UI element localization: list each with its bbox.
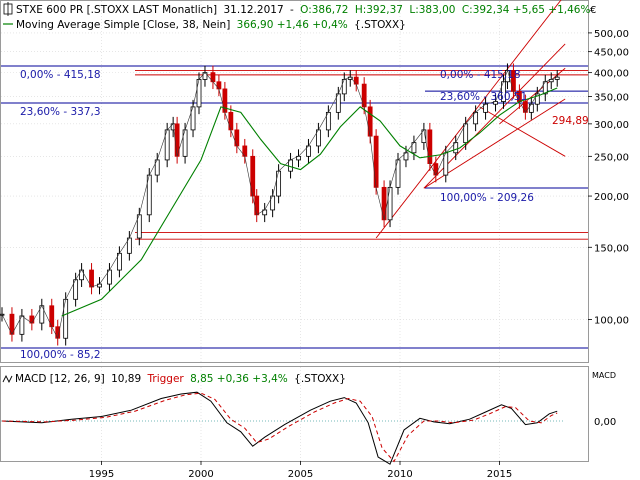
fib-0-left-label: 0,00% - 415,18	[20, 69, 101, 81]
header-low: L:383,00	[409, 4, 455, 16]
candle-body	[228, 111, 234, 131]
candle-body	[234, 129, 240, 147]
x-tick-label: 2000	[188, 469, 213, 480]
trigger-value: 8,85 +0,36 +3,4%	[190, 373, 288, 385]
y-tick-label: 450,00	[594, 48, 629, 59]
y-tick-label: 150,00	[594, 243, 629, 254]
price-panel-frame	[0, 0, 589, 363]
candle-body	[202, 72, 208, 80]
header-close: C:392,34 +5,65 +1,46%	[462, 4, 591, 16]
y-tick-label: 350,00	[594, 92, 629, 103]
candle-body	[254, 195, 260, 216]
ma-source: {.STOXX}	[354, 19, 406, 31]
fib-236-right-label: 23,60% - 360,51	[440, 91, 527, 103]
price-marker-label: 294,89	[552, 115, 589, 127]
candle-body	[373, 135, 379, 188]
header-symbol: STXE 600 PR [.STOXX LAST Monatlich]	[16, 4, 217, 16]
candles	[0, 63, 560, 346]
macd-y-tick-label: 0,00	[594, 417, 616, 428]
y-tick-label: 400,00	[594, 69, 629, 80]
x-tick-label: 1995	[89, 469, 114, 480]
fib-0-right-label: 0,00% - 415,18	[440, 69, 521, 81]
candle-body	[196, 79, 202, 108]
macd-line	[1, 391, 558, 465]
x-tick-label: 2005	[288, 469, 313, 480]
y-tick-label: 250,00	[594, 152, 629, 163]
candle-body	[353, 76, 359, 85]
trend-line	[499, 67, 566, 125]
fib-100-right-label: 100,00% - 209,26	[440, 192, 534, 204]
candle-body	[427, 129, 433, 164]
trigger-label: Trigger	[147, 373, 185, 385]
macd-legend-icon	[2, 374, 13, 384]
header-high: H:392,37	[355, 4, 403, 16]
macd-axis-title: MACD	[592, 371, 616, 380]
candle-body	[341, 79, 347, 95]
candle-body	[433, 163, 439, 176]
fib-100-left-label: 100,00% - 85,2	[20, 349, 101, 361]
candle-body	[79, 269, 84, 281]
candle-body	[288, 159, 293, 172]
candle-body	[276, 170, 282, 197]
x-axis-labels: 1995 2000 2005 2010 2015	[89, 461, 512, 480]
trend-line	[479, 106, 566, 157]
ma-value: 366,90 +1,46 +0,4%	[237, 19, 348, 31]
y-tick-label: 300,00	[594, 120, 629, 131]
trigger-line	[1, 392, 558, 463]
trend-line	[375, 0, 562, 239]
moving-average	[61, 87, 558, 317]
macd-source: {.STOXX}	[294, 373, 346, 385]
x-tick-label: 2015	[487, 469, 512, 480]
header-legend: STXE 600 PR [.STOXX LAST Monatlich] 31.1…	[3, 2, 596, 31]
ma-label: Moving Average Simple [Close, 38, Nein]	[16, 19, 230, 31]
price-close-path	[1, 69, 558, 340]
y-tick-label: 500,00	[594, 29, 629, 40]
macd-label: MACD [12, 26, 9]	[15, 373, 105, 385]
y-tick-label: 200,00	[594, 192, 629, 203]
header-title: STXE 600 PR [.STOXX LAST Monatlich] 31.1…	[16, 4, 590, 16]
macd-lines	[1, 391, 558, 465]
ma-line	[61, 87, 558, 317]
x-tick-label: 2010	[387, 469, 412, 480]
ma-legend: Moving Average Simple [Close, 38, Nein] …	[16, 19, 406, 31]
y-axis-labels: 500,00 450,00 400,00 350,00 300,00 250,00 200,…	[588, 29, 629, 428]
candle-body	[216, 81, 222, 90]
macd-panel-frame	[0, 366, 589, 462]
currency-symbol: €	[590, 5, 596, 16]
macd-title: MACD [12, 26, 9] 10,89 Trigger 8,85 +0,3…	[15, 373, 346, 385]
fib-236-left-label: 23,60% - 337,3	[20, 106, 101, 118]
macd-legend: MACD [12, 26, 9] 10,89 Trigger 8,85 +0,3…	[2, 371, 616, 385]
y-tick-label: 100,00	[594, 315, 629, 326]
macd-value: 10,89	[111, 373, 141, 385]
candle-body	[528, 103, 534, 113]
candle-body	[387, 186, 393, 221]
candle-body	[367, 106, 373, 137]
header-open: O:386,72	[300, 4, 348, 16]
header-date: 31.12.2017	[224, 4, 284, 16]
